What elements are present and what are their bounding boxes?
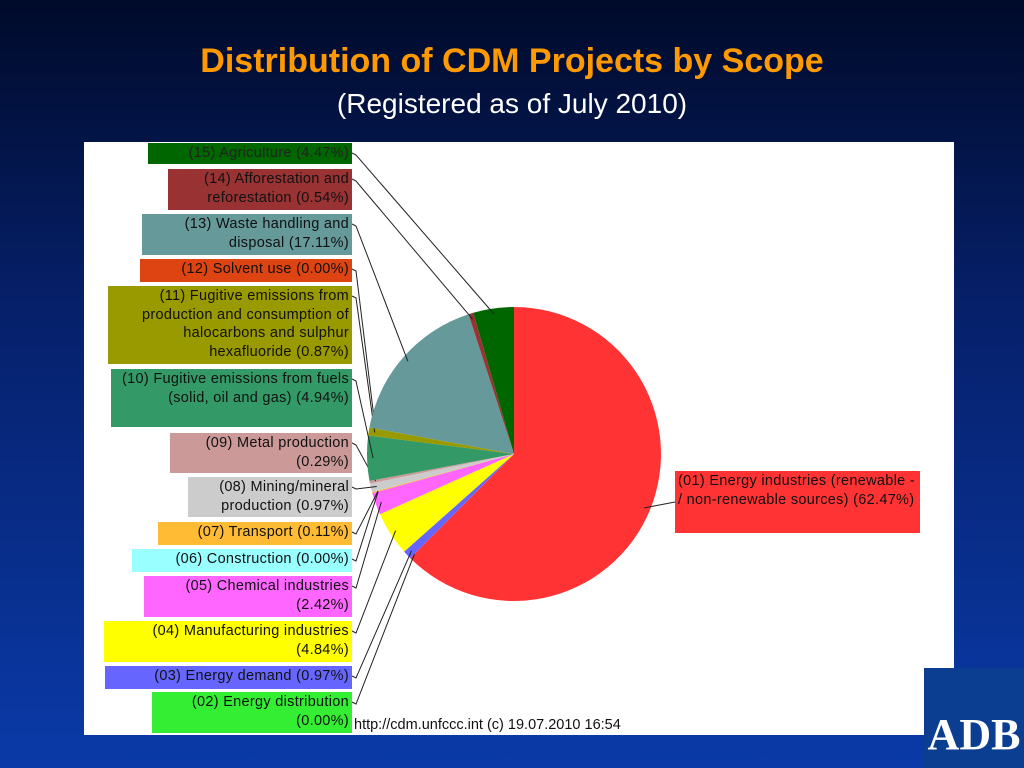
- pie-slice-13: [369, 314, 514, 454]
- pie-slice-04: [379, 454, 514, 552]
- slice-label-12: (12) Solvent use (0.00%): [140, 259, 352, 282]
- leader-line-11: [351, 295, 376, 433]
- chart-panel: http://cdm.unfccc.int (c) 19.07.2010 16:…: [84, 142, 954, 735]
- leader-line-13: [351, 223, 409, 362]
- leader-line-12: [351, 268, 376, 429]
- slice-label-03: (03) Energy demand (0.97%): [105, 666, 352, 689]
- leader-line-10: [351, 378, 374, 459]
- leader-line-06: [351, 491, 379, 562]
- pie-slice-03: [404, 454, 514, 559]
- adb-logo: ADB: [924, 668, 1024, 768]
- slice-label-14: (14) Afforestation and reforestation (0.…: [168, 169, 352, 210]
- pie-slice-05: [372, 454, 514, 515]
- pie-slice-01: [410, 307, 661, 601]
- chart-credit: http://cdm.unfccc.int (c) 19.07.2010 16:…: [354, 717, 621, 733]
- slide-title: Distribution of CDM Projects by Scope: [200, 42, 824, 80]
- pie-slice-15: [473, 307, 514, 454]
- pie-slice-14: [468, 312, 514, 454]
- pie-slice-09: [369, 454, 514, 484]
- slide-subtitle: (Registered as of July 2010): [336, 88, 688, 119]
- pie-chart: [351, 152, 676, 705]
- leader-line-05: [351, 501, 382, 589]
- leader-line-08: [351, 486, 377, 490]
- pie-slice-08: [369, 454, 514, 493]
- pie-slice-10: [366, 435, 514, 481]
- leader-line-01: [644, 501, 676, 509]
- pie-slice-07: [372, 454, 514, 494]
- leader-line-04: [351, 530, 397, 634]
- leader-line-07: [351, 490, 379, 535]
- leader-line-03: [351, 550, 412, 679]
- leader-line-02: [351, 553, 415, 705]
- leader-line-15: [351, 152, 495, 315]
- slice-label-01: (01) Energy industries (renewable - / no…: [675, 471, 920, 533]
- slice-label-06: (06) Construction (0.00%): [132, 549, 352, 572]
- slice-label-04: (04) Manufacturing industries (4.84%): [104, 621, 352, 662]
- slice-label-07: (07) Transport (0.11%): [158, 522, 352, 545]
- pie-slice-11: [368, 427, 514, 454]
- slice-label-15: (15) Agriculture (4.47%): [148, 143, 352, 164]
- slice-label-10: (10) Fugitive emissions from fuels (soli…: [111, 369, 352, 427]
- slice-label-02: (02) Energy distribution (0.00%): [152, 692, 352, 733]
- slice-label-11: (11) Fugitive emissions from production …: [108, 286, 352, 364]
- leader-line-14: [351, 178, 474, 320]
- slice-label-09: (09) Metal production (0.29%): [170, 433, 352, 473]
- slice-label-13: (13) Waste handling and disposal (17.11%…: [142, 214, 352, 255]
- slice-label-08: (08) Mining/mineral production (0.97%): [188, 477, 352, 517]
- slice-label-05: (05) Chemical industries (2.42%): [144, 576, 352, 617]
